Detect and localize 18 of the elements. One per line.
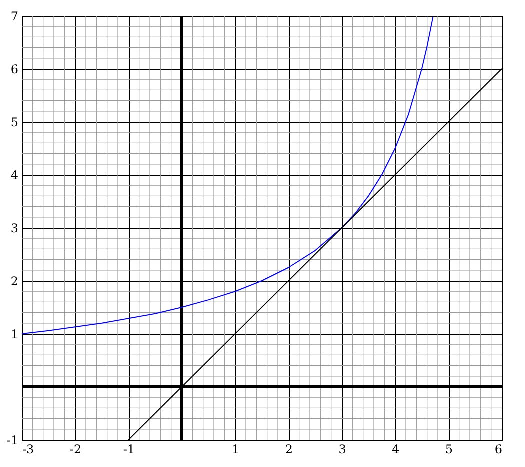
y-tick-label: 1 — [10, 328, 18, 342]
y-tick-label: 5 — [10, 116, 18, 130]
y-tick-label: -1 — [6, 434, 18, 448]
x-tick-label: 2 — [285, 442, 293, 456]
x-tick-label: -2 — [70, 442, 82, 456]
line-series — [22, 16, 434, 334]
x-tick-label: 5 — [445, 442, 453, 456]
y-tick-label: 4 — [10, 168, 19, 182]
x-tick-label: 1 — [232, 442, 240, 456]
x-tick-label: 3 — [338, 442, 346, 456]
x-tick-label: 6 — [494, 442, 502, 456]
x-tick-label: -1 — [123, 442, 136, 456]
x-tick-label: 4 — [392, 442, 400, 456]
x-tick-label: -3 — [22, 442, 34, 456]
y-tick-label: 7 — [10, 10, 18, 24]
y-tick-label: 3 — [10, 222, 18, 236]
y-tick-label: 2 — [10, 274, 18, 288]
y-tick-label: 6 — [10, 62, 18, 76]
